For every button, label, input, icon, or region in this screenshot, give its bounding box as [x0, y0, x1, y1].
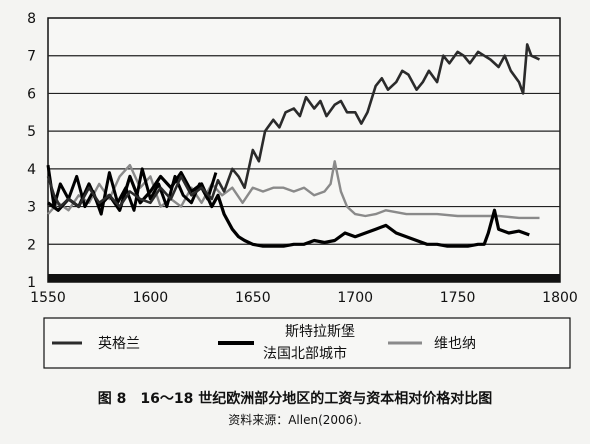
- y-tick-label: 8: [27, 11, 36, 27]
- y-tick-label: 4: [27, 162, 36, 178]
- x-tick-label: 1600: [133, 290, 169, 306]
- x-tick-label: 1700: [337, 290, 373, 306]
- y-tick-label: 2: [27, 237, 36, 253]
- legend-label-north-france: 法国北部城市: [263, 345, 347, 362]
- x-tick-label: 1750: [440, 290, 476, 306]
- series-line-英格兰: [46, 43, 541, 208]
- series-line-维也纳: [47, 160, 540, 220]
- x-axis-baseline: [48, 274, 560, 282]
- series-line-法国北部城市: [46, 164, 218, 216]
- y-tick-label: 7: [27, 49, 36, 65]
- legend-label-vienna: 维也纳: [434, 336, 476, 352]
- plot-area: [47, 17, 561, 283]
- legend-box: [43, 317, 571, 369]
- x-tick-label: 1650: [235, 290, 271, 306]
- legend: 英格兰 斯特拉斯堡 法国北部城市 维也纳: [43, 317, 571, 369]
- series-lines: [46, 43, 541, 248]
- y-tick-label: 5: [27, 124, 36, 140]
- series-line-斯特拉斯堡: [47, 171, 530, 248]
- chart: 1 2 3 4 5 6 7 8 1550 1600 1650 1700 1750 1800 英格兰 斯特…: [27, 11, 578, 369]
- x-tick-label: 1550: [30, 290, 66, 306]
- legend-label-strasbourg: 斯特拉斯堡: [285, 324, 355, 340]
- x-tick-labels: 1550 1600 1650 1700 1750 1800: [30, 290, 578, 306]
- y-tick-label: 1: [27, 275, 36, 291]
- x-tick-label: 1800: [542, 290, 578, 306]
- legend-label-england: 英格兰: [98, 335, 140, 352]
- y-tick-label: 6: [27, 86, 36, 102]
- figure-source: 资料来源：Allen(2006).: [228, 413, 362, 427]
- figure-caption: 图 8 16～18 世纪欧洲部分地区的工资与资本相对价格对比图: [97, 391, 493, 407]
- y-tick-label: 3: [27, 200, 36, 216]
- y-tick-labels: 1 2 3 4 5 6 7 8: [27, 11, 36, 291]
